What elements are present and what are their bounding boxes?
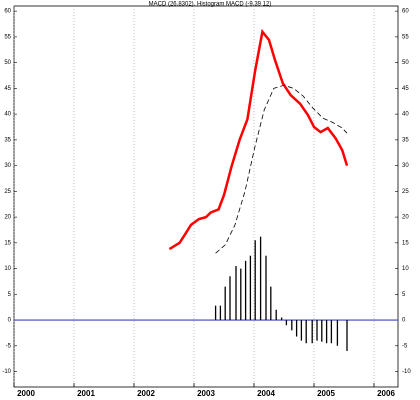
- y-tick-label: 40: [4, 112, 11, 118]
- y-tick-label-right: 45: [402, 86, 409, 92]
- y-tick-label-right: 30: [402, 163, 409, 169]
- y-tick-label-right: 5: [402, 292, 406, 298]
- y-tick-label-right: 0: [402, 318, 406, 324]
- y-tick-label-right: -10: [402, 369, 411, 375]
- chart-title: MACD (26.8302), Histogram MACD (-9.39 12…: [149, 2, 272, 8]
- x-tick-label: 2006: [377, 389, 395, 398]
- x-tick-label: 2003: [197, 389, 215, 398]
- y-tick-label-right: -5: [402, 343, 408, 349]
- y-tick-label: 20: [4, 215, 11, 221]
- y-tick-label-right: 60: [402, 9, 409, 15]
- y-tick-label: 0: [8, 318, 12, 324]
- y-tick-label-right: 20: [402, 215, 409, 221]
- y-tick-label: -5: [6, 343, 12, 349]
- y-tick-label-right: 35: [402, 137, 409, 143]
- x-tick-label: 2000: [17, 389, 35, 398]
- macd-line: [168, 28, 349, 251]
- y-tick-label-right: 50: [402, 60, 409, 66]
- y-tick-label: 15: [4, 240, 11, 246]
- y-tick-label: 10: [4, 266, 11, 272]
- y-tick-label: 5: [8, 292, 12, 298]
- x-tick-label: 2001: [77, 389, 95, 398]
- x-tick-label: 2004: [257, 389, 275, 398]
- y-tick-label: 30: [4, 163, 11, 169]
- y-tick-label-right: 10: [402, 266, 409, 272]
- x-tick-label: 2005: [317, 389, 335, 398]
- x-tick-label: 2002: [137, 389, 155, 398]
- y-tick-label: 55: [4, 34, 11, 40]
- y-tick-label-right: 15: [402, 240, 409, 246]
- y-tick-label: -10: [2, 369, 11, 375]
- y-tick-label: 25: [4, 189, 11, 195]
- y-tick-label: 35: [4, 137, 11, 143]
- plot-frame: [13, 5, 399, 388]
- y-tick-label-right: 55: [402, 34, 409, 40]
- y-tick-label: 60: [4, 9, 11, 15]
- y-tick-label: 45: [4, 86, 11, 92]
- y-tick-label: 50: [4, 60, 11, 66]
- signal-line: [215, 84, 348, 254]
- y-tick-label-right: 25: [402, 189, 409, 195]
- y-tick-label-right: 40: [402, 112, 409, 118]
